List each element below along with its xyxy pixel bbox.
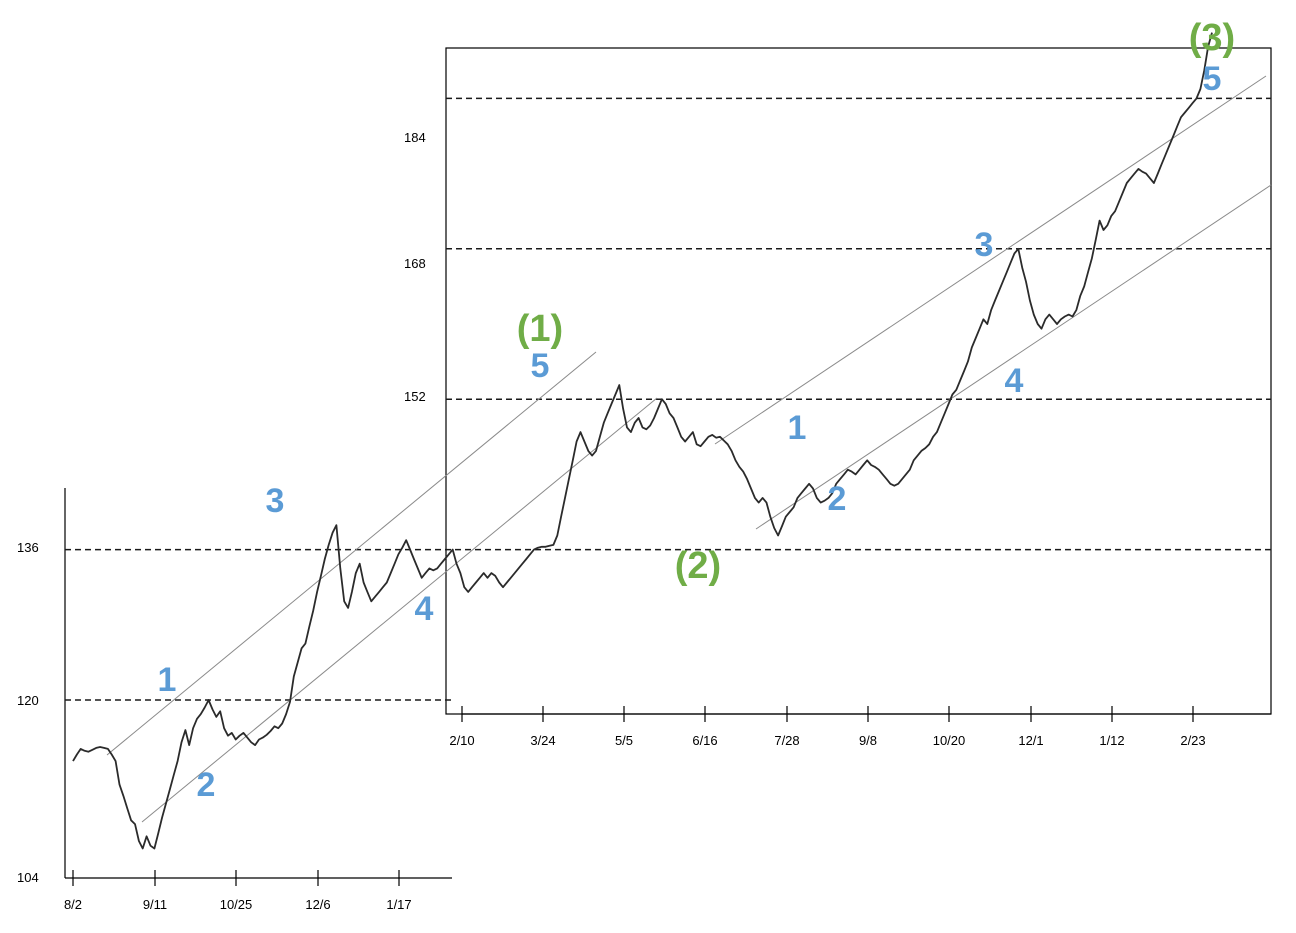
wave-label-right-2: 2 <box>828 480 847 518</box>
wave-label-degree-3: (3) <box>1189 17 1235 59</box>
x-tick-label-3-24: 3/24 <box>530 733 555 748</box>
x-tick-label-10-25: 10/25 <box>220 897 253 912</box>
x-tick-label-12-6: 12/6 <box>305 897 330 912</box>
x-tick-label-8-2: 8/2 <box>64 897 82 912</box>
wave-label-left-1: 1 <box>158 661 177 699</box>
wave-label-left-3: 3 <box>266 482 285 520</box>
wave-label-final-5: 5 <box>1203 60 1222 98</box>
trend-channels <box>106 75 1272 823</box>
y-tick-label-104: 104 <box>17 870 39 885</box>
x-tick-label-7-28: 7/28 <box>774 733 799 748</box>
x-tick-label-5-5: 5/5 <box>615 733 633 748</box>
channel-line-0 <box>106 351 597 756</box>
y-tick-label-120: 120 <box>17 693 39 708</box>
channel-line-2 <box>714 75 1267 445</box>
channel-line-1 <box>141 397 658 823</box>
x-tick-label-2-10: 2/10 <box>449 733 474 748</box>
wave-label-right-4: 4 <box>1005 362 1024 400</box>
wave-label-degree-1: (1) <box>517 308 563 350</box>
right-panel-frame <box>445 47 1272 715</box>
grid-lines <box>65 97 1271 701</box>
wave-label-top-5: 5 <box>531 347 550 385</box>
x-tick-label-1-17: 1/17 <box>386 897 411 912</box>
x-tick-label-10-20: 10/20 <box>933 733 966 748</box>
y-tick-label-136: 136 <box>17 540 39 555</box>
x-tick-label-9-8: 9/8 <box>859 733 877 748</box>
wave-label-right-3: 3 <box>975 226 994 264</box>
x-tick-label-9-11: 9/11 <box>143 897 167 912</box>
wave-label-degree-2: (2) <box>675 545 721 587</box>
wave-label-left-4: 4 <box>415 590 434 628</box>
y-tick-label-152: 152 <box>404 389 426 404</box>
wave-label-left-2: 2 <box>197 766 216 804</box>
x-tick-label-6-16: 6/16 <box>692 733 717 748</box>
price-line <box>72 32 1213 850</box>
y-tick-label-184: 184 <box>404 130 426 145</box>
x-tick-label-12-1: 12/1 <box>1018 733 1043 748</box>
x-tick-label-2-23: 2/23 <box>1180 733 1205 748</box>
wave-label-right-1: 1 <box>788 409 807 447</box>
y-tick-label-168: 168 <box>404 256 426 271</box>
x-tick-label-1-12: 1/12 <box>1099 733 1124 748</box>
channel-line-3 <box>755 184 1272 530</box>
price-line-group <box>72 32 1213 850</box>
axis-ticks <box>72 706 1271 886</box>
